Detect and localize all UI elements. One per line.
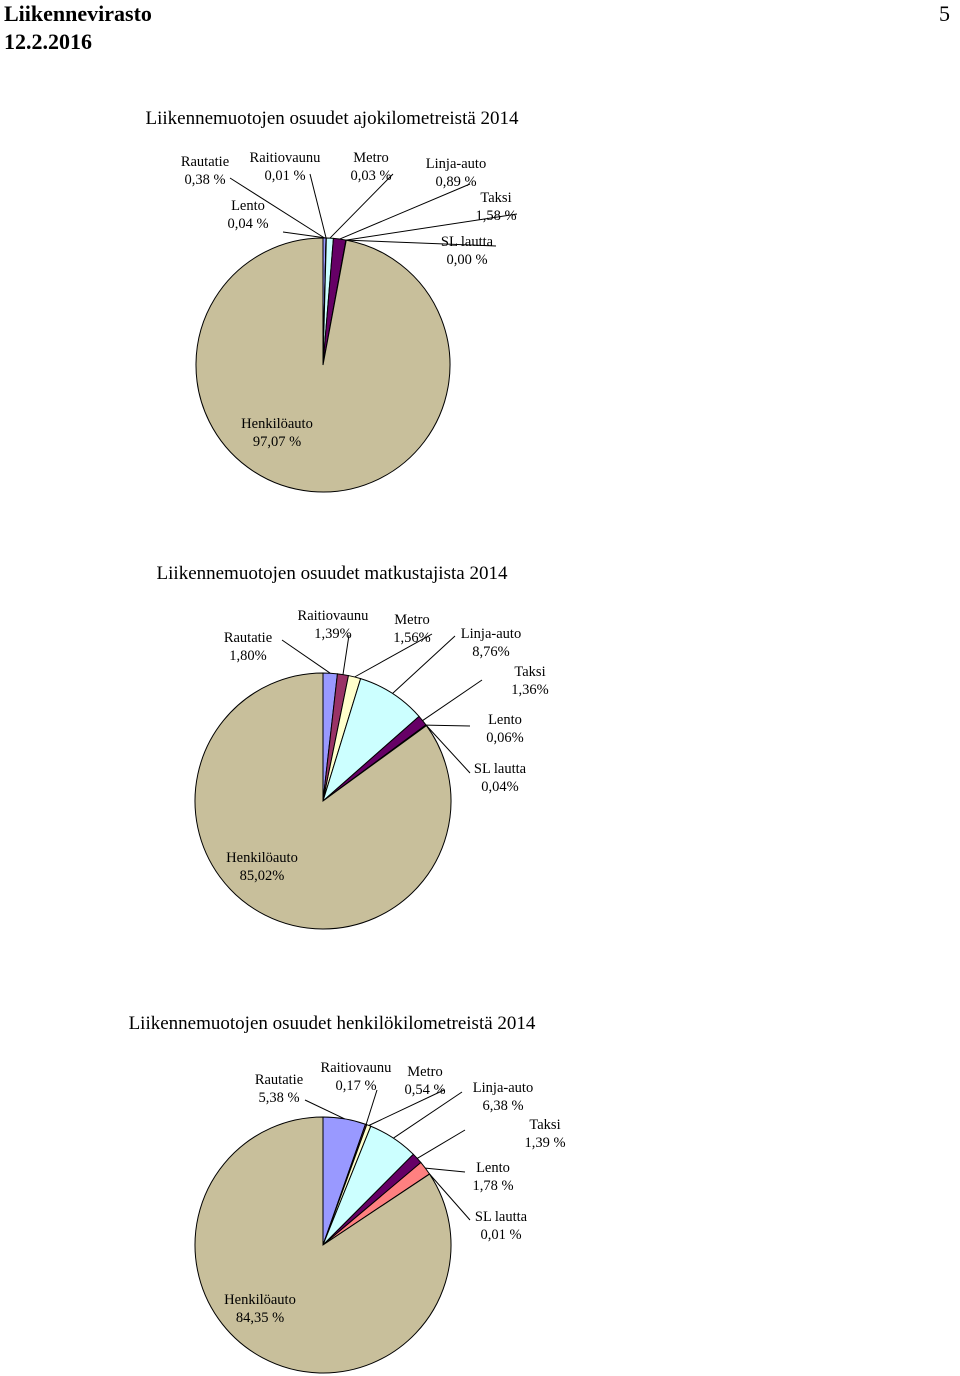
chart-3-title: Liikennemuotojen osuudet henkilökilometr… [129,1013,536,1034]
chart-2-label-value-lento: 0,06% [486,730,523,746]
chart-3-label-value-linja-auto: 6,38 % [482,1098,523,1114]
chart-2-label-value-taksi: 1,36% [511,682,548,698]
chart-1-label-name-henkiloauto: Henkilöauto [241,416,313,432]
chart-3-slice-henkiloauto [194,1116,452,1374]
chart-2-label-value-linja-auto: 8,76% [472,644,509,660]
chart-1-label-value-henkiloauto: 97,07 % [253,434,301,450]
chart-3-label-value-rautatie: 5,38 % [258,1090,299,1106]
chart-1-slice-henkiloauto [195,237,451,493]
chart-2-leader-taksi [422,679,483,722]
chart-3-label-value-taksi: 1,39 % [524,1135,565,1151]
chart-2-label-name-raitiovaunu: Raitiovaunu [298,608,369,624]
chart-1-label-name-lento: Lento [231,198,265,214]
chart-2-label-name-linja-auto: Linja-auto [461,626,521,642]
chart-3-label-name-sl-lautta: SL lautta [475,1209,528,1225]
chart-1-label-name-rautatie: Rautatie [181,154,229,170]
chart-3-label-name-linja-auto: Linja-auto [473,1080,533,1096]
chart-3-label-value-sl-lautta: 0,01 % [480,1227,521,1243]
chart-3-leader-lento [425,1167,466,1173]
chart-1-leader-metro [282,231,327,239]
chart-1-label-name-linja-auto: Linja-auto [426,156,486,172]
chart-2-leader-metro [354,633,433,678]
chart-3-leader-linja-auto [393,1091,463,1139]
chart-1-leader-lento [346,213,518,241]
chart-2-leader-raitiovaunu [342,634,350,675]
chart-2-label-name-lento: Lento [488,712,522,728]
chart-1-label-name-metro: Metro [353,150,388,166]
chart-3-leader-metro [368,1089,445,1126]
chart-2-label-value-henkiloauto: 85,02% [240,868,285,884]
chart-1-title: Liikennemuotojen osuudet ajokilometreist… [145,108,519,129]
chart-2-leader-sl-lautta [425,725,471,774]
chart-2-label-name-taksi: Taksi [514,664,545,680]
chart-2-label-value-rautatie: 1,80% [229,648,266,664]
chart-3-label-name-raitiovaunu: Raitiovaunu [321,1060,392,1076]
chart-3-leader-sl-lautta [429,1173,471,1221]
chart-3-label-name-henkiloauto: Henkilöauto [224,1292,296,1308]
chart-3-leader-taksi [416,1129,466,1159]
chart-1-label-value-rautatie: 0,38 % [184,172,225,188]
chart-2-label-name-henkiloauto: Henkilöauto [226,850,298,866]
chart-1-leader-linja-auto [329,173,394,239]
chart-2-label-name-sl-lautta: SL lautta [474,761,527,777]
chart-1-label-value-taksi: 1,58 % [475,208,516,224]
chart-1-leader-sl-lautta [346,239,497,247]
chart-3-label-value-lento: 1,78 % [472,1178,513,1194]
chart-3-label-name-taksi: Taksi [529,1117,560,1133]
chart-1-leader-rautatie [229,177,325,239]
chart-3-leader-rautatie [304,1099,345,1120]
chart-2-leader-rautatie [281,639,331,674]
chart-1-leader-raitiovaunu [309,173,327,239]
chart-3-labels: Rautatie 5,38 % Raitiovaunu 0,17 % Metro 0,54… [224,1060,565,1326]
chart-2-label-value-raitiovaunu: 1,39% [314,626,351,642]
chart-3-label-value-metro: 0,54 % [404,1082,445,1098]
chart-1-label-value-metro: 0,03 % [350,168,391,184]
chart-1-pie [195,237,451,493]
chart-1-label-value-linja-auto: 0,89 % [435,174,476,190]
chart-2-label-value-metro: 1,56% [393,630,430,646]
chart-1-label-name-taksi: Taksi [480,190,511,206]
chart-1-labels: Rautatie 0,38 % Raitiovaunu 0,01 % Metro 0,03… [181,150,518,450]
chart-3-label-name-metro: Metro [407,1064,442,1080]
chart-2-leader-lento [426,724,471,727]
chart-3-label-value-raitiovaunu: 0,17 % [335,1078,376,1094]
chart-3-label-name-lento: Lento [476,1160,510,1176]
chart-3-leader-raitiovaunu [365,1089,378,1125]
chart-2-title: Liikennemuotojen osuudet matkustajista 2… [157,563,508,584]
organization-name: Liikennevirasto [4,1,152,26]
chart-2-slice-henkiloauto [194,672,452,930]
chart-1-label-name-raitiovaunu: Raitiovaunu [250,150,321,166]
chart-1-label-value-lento: 0,04 % [227,216,268,232]
chart-2-labels: Rautatie 1,80% Raitiovaunu 1,39% Metro 1,56% L… [224,608,549,884]
chart-2-leader-linja-auto [392,635,456,694]
chart-1-label-value-raitiovaunu: 0,01 % [264,168,305,184]
chart-1-label-value-sl-lautta: 0,00 % [446,252,487,268]
chart-3-pie [194,1116,452,1374]
document-date: 12.2.2016 [4,29,92,54]
chart-2-pie [194,672,452,930]
chart-2-label-name-rautatie: Rautatie [224,630,272,646]
chart-3-label-value-henkiloauto: 84,35 % [236,1310,284,1326]
chart-1-label-name-sl-lautta: SL lautta [441,234,494,250]
chart-2-label-value-sl-lautta: 0,04% [481,779,518,795]
chart-3-label-name-rautatie: Rautatie [255,1072,303,1088]
chart-2-label-name-metro: Metro [394,612,429,628]
page-number: 5 [939,1,950,26]
chart-1-leader-taksi [339,183,471,240]
